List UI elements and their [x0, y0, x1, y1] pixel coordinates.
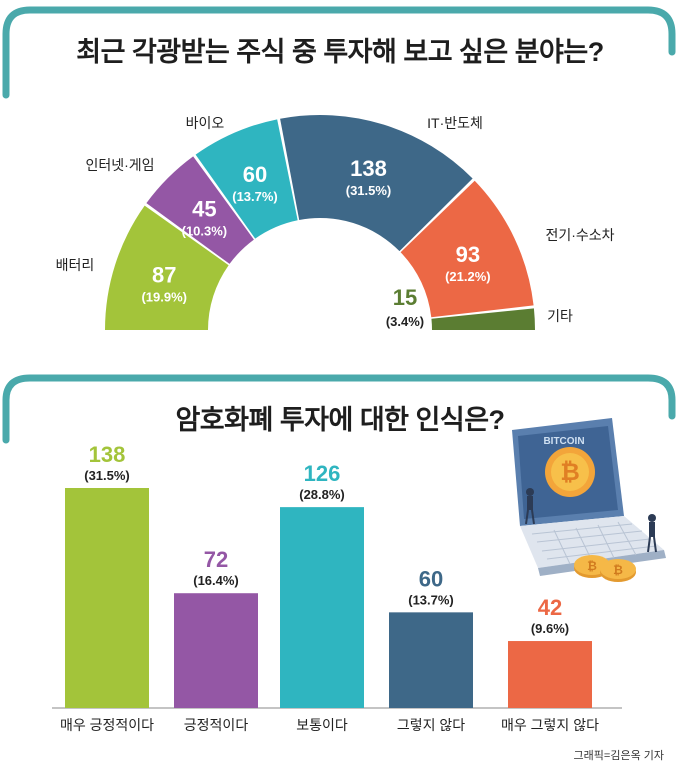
person-figure-icon [647, 514, 657, 553]
laptop-bitcoin-illustration: ₿ BITCOIN ₿ ₿ [512, 418, 666, 582]
donut-slice [146, 156, 254, 264]
slice-category-label: 인터넷·게임 [85, 157, 154, 173]
bar-category-label: 그렇지 않다 [397, 717, 465, 733]
donut-slice [400, 180, 534, 318]
bar-value-label: 138 [89, 442, 126, 467]
bar-category-label: 보통이다 [296, 717, 348, 733]
bar [280, 507, 364, 708]
donut-slice [105, 205, 229, 330]
bar-value-label: 72 [204, 547, 228, 572]
person-figure-icon [525, 488, 535, 525]
slice-value-label: 93 [456, 242, 480, 267]
svg-text:₿: ₿ [613, 563, 623, 577]
bar [508, 641, 592, 708]
bar-percent-label: (31.5%) [84, 468, 130, 483]
bar-percent-label: (28.8%) [299, 487, 345, 502]
bar-chart-title: 암호화폐 투자에 대한 인식은? [175, 405, 505, 435]
slice-value-label: 138 [350, 156, 387, 181]
slice-category-label: 바이오 [186, 115, 225, 131]
coins-icon: ₿ ₿ [574, 555, 636, 582]
donut-slice [195, 119, 298, 239]
donut-slice [280, 115, 473, 252]
slice-value-label: 87 [152, 262, 176, 287]
slice-percent-label: (19.9%) [141, 289, 187, 304]
bar-category-label: 매우 긍정적이다 [60, 717, 154, 733]
bar-category-label: 긍정적이다 [184, 717, 249, 733]
donut-chart-title: 최근 각광받는 주식 중 투자해 보고 싶은 분야는? [76, 37, 604, 67]
svg-text:₿: ₿ [587, 559, 597, 573]
bar-category-label: 매우 그렇지 않다 [501, 717, 599, 733]
bar [65, 488, 149, 708]
bar-percent-label: (9.6%) [531, 621, 569, 636]
slice-category-label: 기타 [547, 308, 573, 324]
slice-percent-label: (13.7%) [232, 189, 278, 204]
slice-percent-label: (21.2%) [445, 269, 491, 284]
slice-percent-label: (31.5%) [346, 183, 392, 198]
donut-slice [431, 308, 535, 330]
bar [389, 612, 473, 708]
bar-value-label: 42 [538, 595, 562, 620]
slice-value-label: 60 [243, 162, 267, 187]
graphic-credit: 그래픽=김은옥 기자 [573, 750, 664, 762]
bar-value-label: 126 [304, 461, 341, 486]
bar-value-label: 60 [419, 566, 443, 591]
half-donut-chart: 87 (19.9%) 배터리 45 (10.3%) 인터넷·게임 60 (13.7%) 바이오 1… [56, 115, 615, 330]
slice-percent-label: (3.4%) [386, 314, 424, 329]
svg-text:₿: ₿ [560, 459, 580, 486]
slice-value-label: 15 [393, 285, 417, 310]
slice-category-label: 전기·수소차 [545, 227, 614, 243]
bar-percent-label: (13.7%) [408, 592, 454, 607]
slice-category-label: 배터리 [56, 257, 95, 273]
slice-value-label: 45 [192, 196, 216, 221]
slice-percent-label: (10.3%) [182, 223, 228, 238]
slice-category-label: IT·반도체 [427, 115, 483, 131]
screen-text: BITCOIN [543, 436, 584, 447]
bar-percent-label: (16.4%) [193, 573, 239, 588]
bar [174, 593, 258, 708]
